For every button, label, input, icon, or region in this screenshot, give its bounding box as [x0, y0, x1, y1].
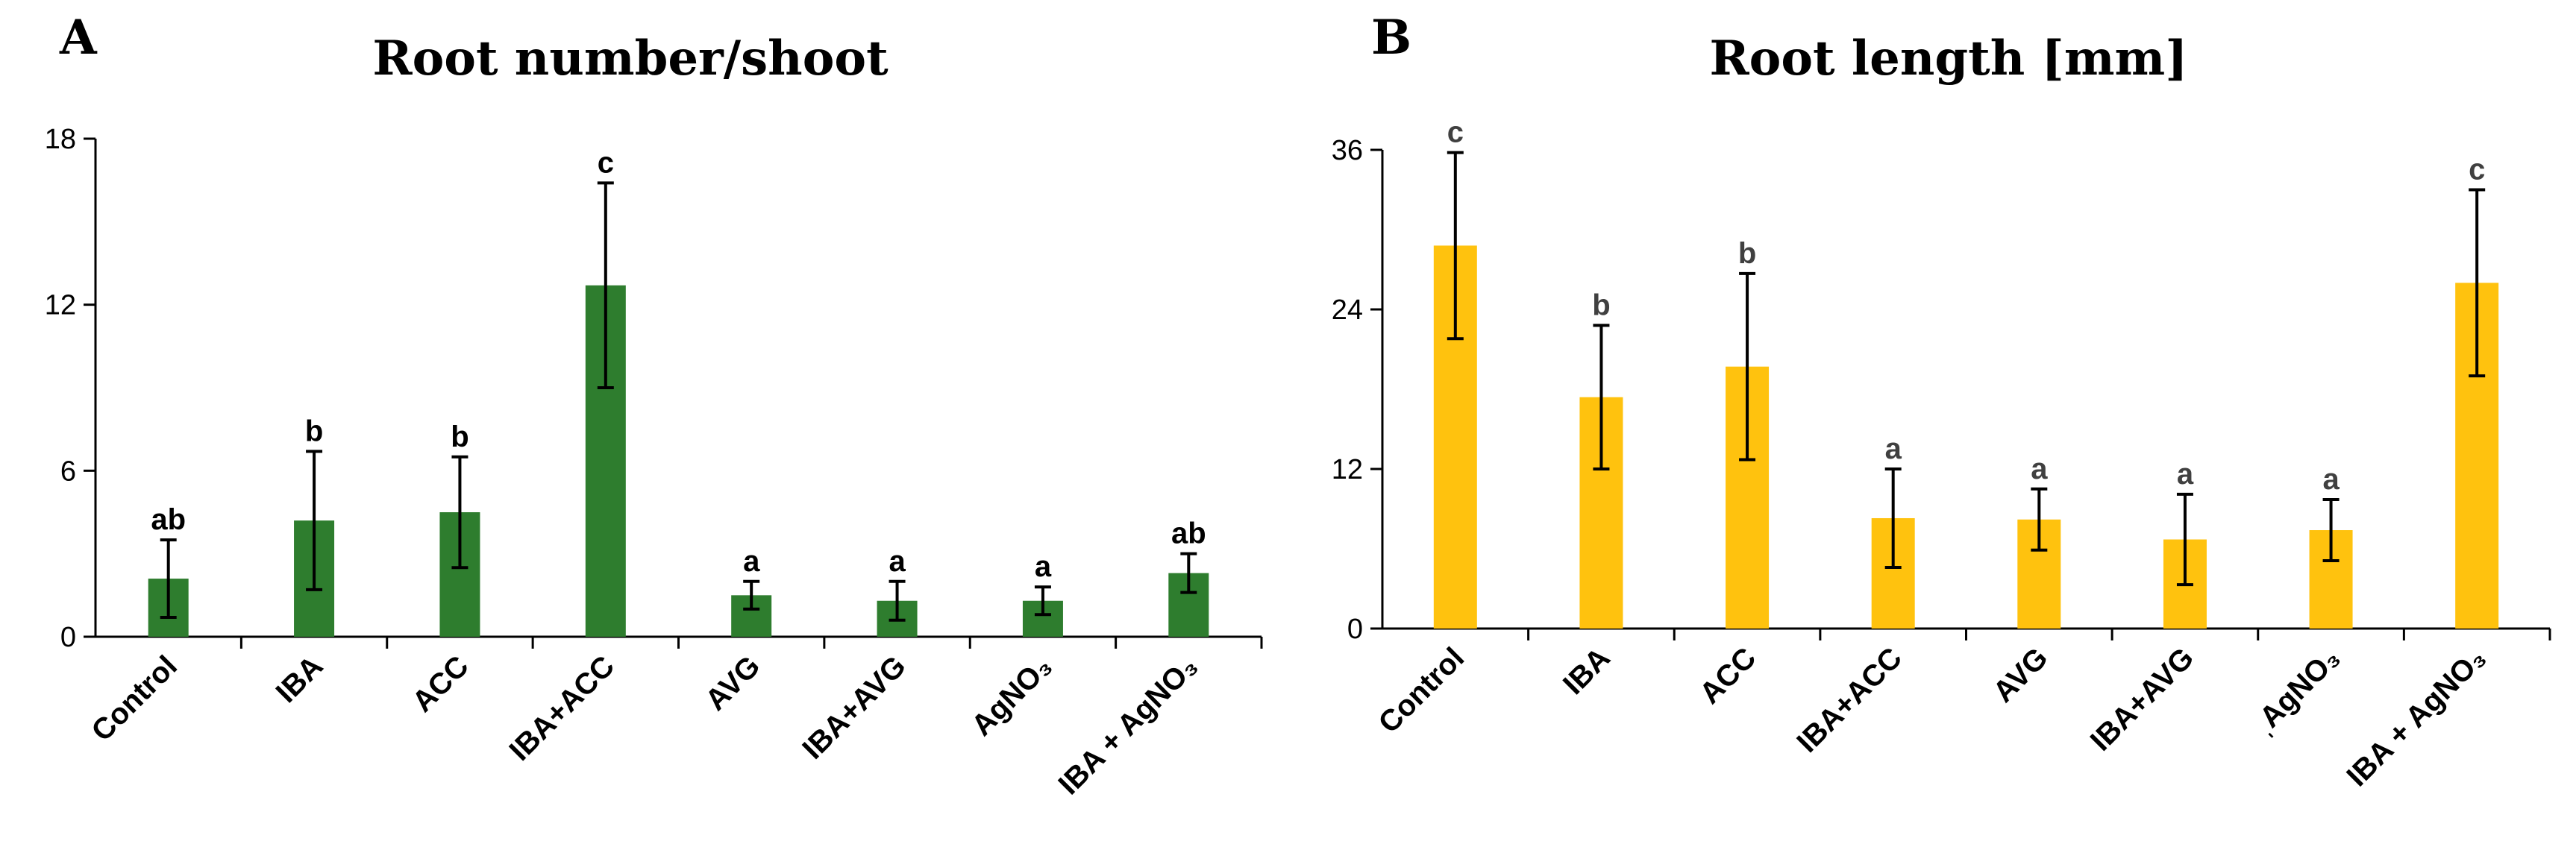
error-bar-a-1	[306, 450, 323, 591]
category-label-b-4: AVG	[1987, 641, 2054, 708]
error-bar-b-5	[2176, 492, 2193, 587]
chart-title-a: Root number/shoot	[372, 31, 889, 86]
error-bar-a-2	[451, 455, 468, 570]
y-tick-label-b: 12	[1332, 454, 1363, 485]
panel-a: A Root number/shoot 0 6 12 18 ab b b c a a a ab Co…	[45, 10, 1263, 801]
category-label-a-3: IBA+ACC	[504, 649, 621, 767]
category-label-b-2: ACC	[1693, 641, 1762, 710]
error-bar-b-1	[1593, 324, 1610, 470]
significance-label-b-0: c	[1447, 116, 1464, 149]
error-bar-b-3	[1884, 467, 1902, 569]
panel-letter-a: A	[59, 10, 98, 66]
category-label-b-1: IBA	[1557, 641, 1617, 701]
error-bar-a-6	[1034, 585, 1051, 617]
significance-label-a-5: a	[889, 545, 906, 578]
panel-b: B Root length [mm] 0 12 24 36 c b b a a a a c Cont…	[1332, 10, 2551, 793]
significance-label-b-2: b	[1738, 237, 1756, 270]
y-tick-label-b: 0	[1347, 614, 1363, 645]
significance-label-b-4: a	[2031, 453, 2048, 485]
error-bar-b-2	[1739, 271, 1756, 462]
significance-label-a-6: a	[1035, 550, 1052, 583]
significance-label-b-6: a	[2322, 463, 2340, 496]
error-bar-a-5	[889, 579, 906, 622]
error-bar-b-6	[2322, 498, 2340, 563]
error-bar-b-4	[2031, 487, 2048, 552]
y-tick-label-b: 24	[1332, 295, 1363, 326]
significance-label-a-0: ab	[151, 503, 186, 536]
category-label-a-7: IBA + AgNO₃	[1053, 649, 1204, 801]
category-label-a-4: AVG	[699, 649, 766, 717]
error-bar-a-7	[1180, 552, 1197, 594]
category-label-a-0: Control	[85, 649, 184, 748]
category-label-b-5: IBA+AVG	[2084, 641, 2201, 758]
y-tick-label-b: 36	[1332, 135, 1363, 166]
category-label-a-2: ACC	[406, 649, 474, 718]
significance-label-b-1: b	[1592, 289, 1610, 321]
error-bar-b-0	[1447, 151, 1464, 341]
error-bar-a-4	[743, 579, 760, 611]
error-bar-a-0	[160, 538, 177, 620]
error-bar-a-3	[597, 181, 614, 389]
category-label-b-6: ˌAgNO₃	[2246, 641, 2346, 741]
category-label-a-5: IBA+AVG	[796, 649, 912, 766]
category-label-a-1: IBA	[270, 649, 330, 709]
significance-label-b-5: a	[2177, 458, 2194, 491]
significance-label-a-3: c	[598, 146, 614, 179]
category-label-a-6: AgNO₃	[965, 649, 1058, 742]
category-label-b-0: Control	[1373, 641, 1471, 740]
significance-label-a-4: a	[743, 545, 760, 578]
significance-label-b-7: c	[2469, 154, 2485, 186]
significance-label-b-3: a	[1885, 432, 1902, 465]
y-tick-label-a: 6	[60, 456, 76, 487]
error-bar-b-7	[2469, 188, 2486, 378]
chart-title-b: Root length [mm]	[1709, 31, 2187, 86]
y-tick-label-a: 12	[45, 290, 76, 321]
significance-label-a-1: b	[305, 415, 323, 447]
y-tick-label-a: 18	[45, 124, 76, 155]
significance-label-a-7: ab	[1171, 517, 1206, 550]
category-label-b-3: IBA+ACC	[1790, 641, 1908, 759]
significance-label-a-2: b	[451, 421, 468, 453]
category-label-b-7: IBA + AgNO₃	[2340, 641, 2492, 793]
panel-letter-b: B	[1371, 10, 1411, 66]
y-tick-label-a: 0	[60, 622, 76, 653]
